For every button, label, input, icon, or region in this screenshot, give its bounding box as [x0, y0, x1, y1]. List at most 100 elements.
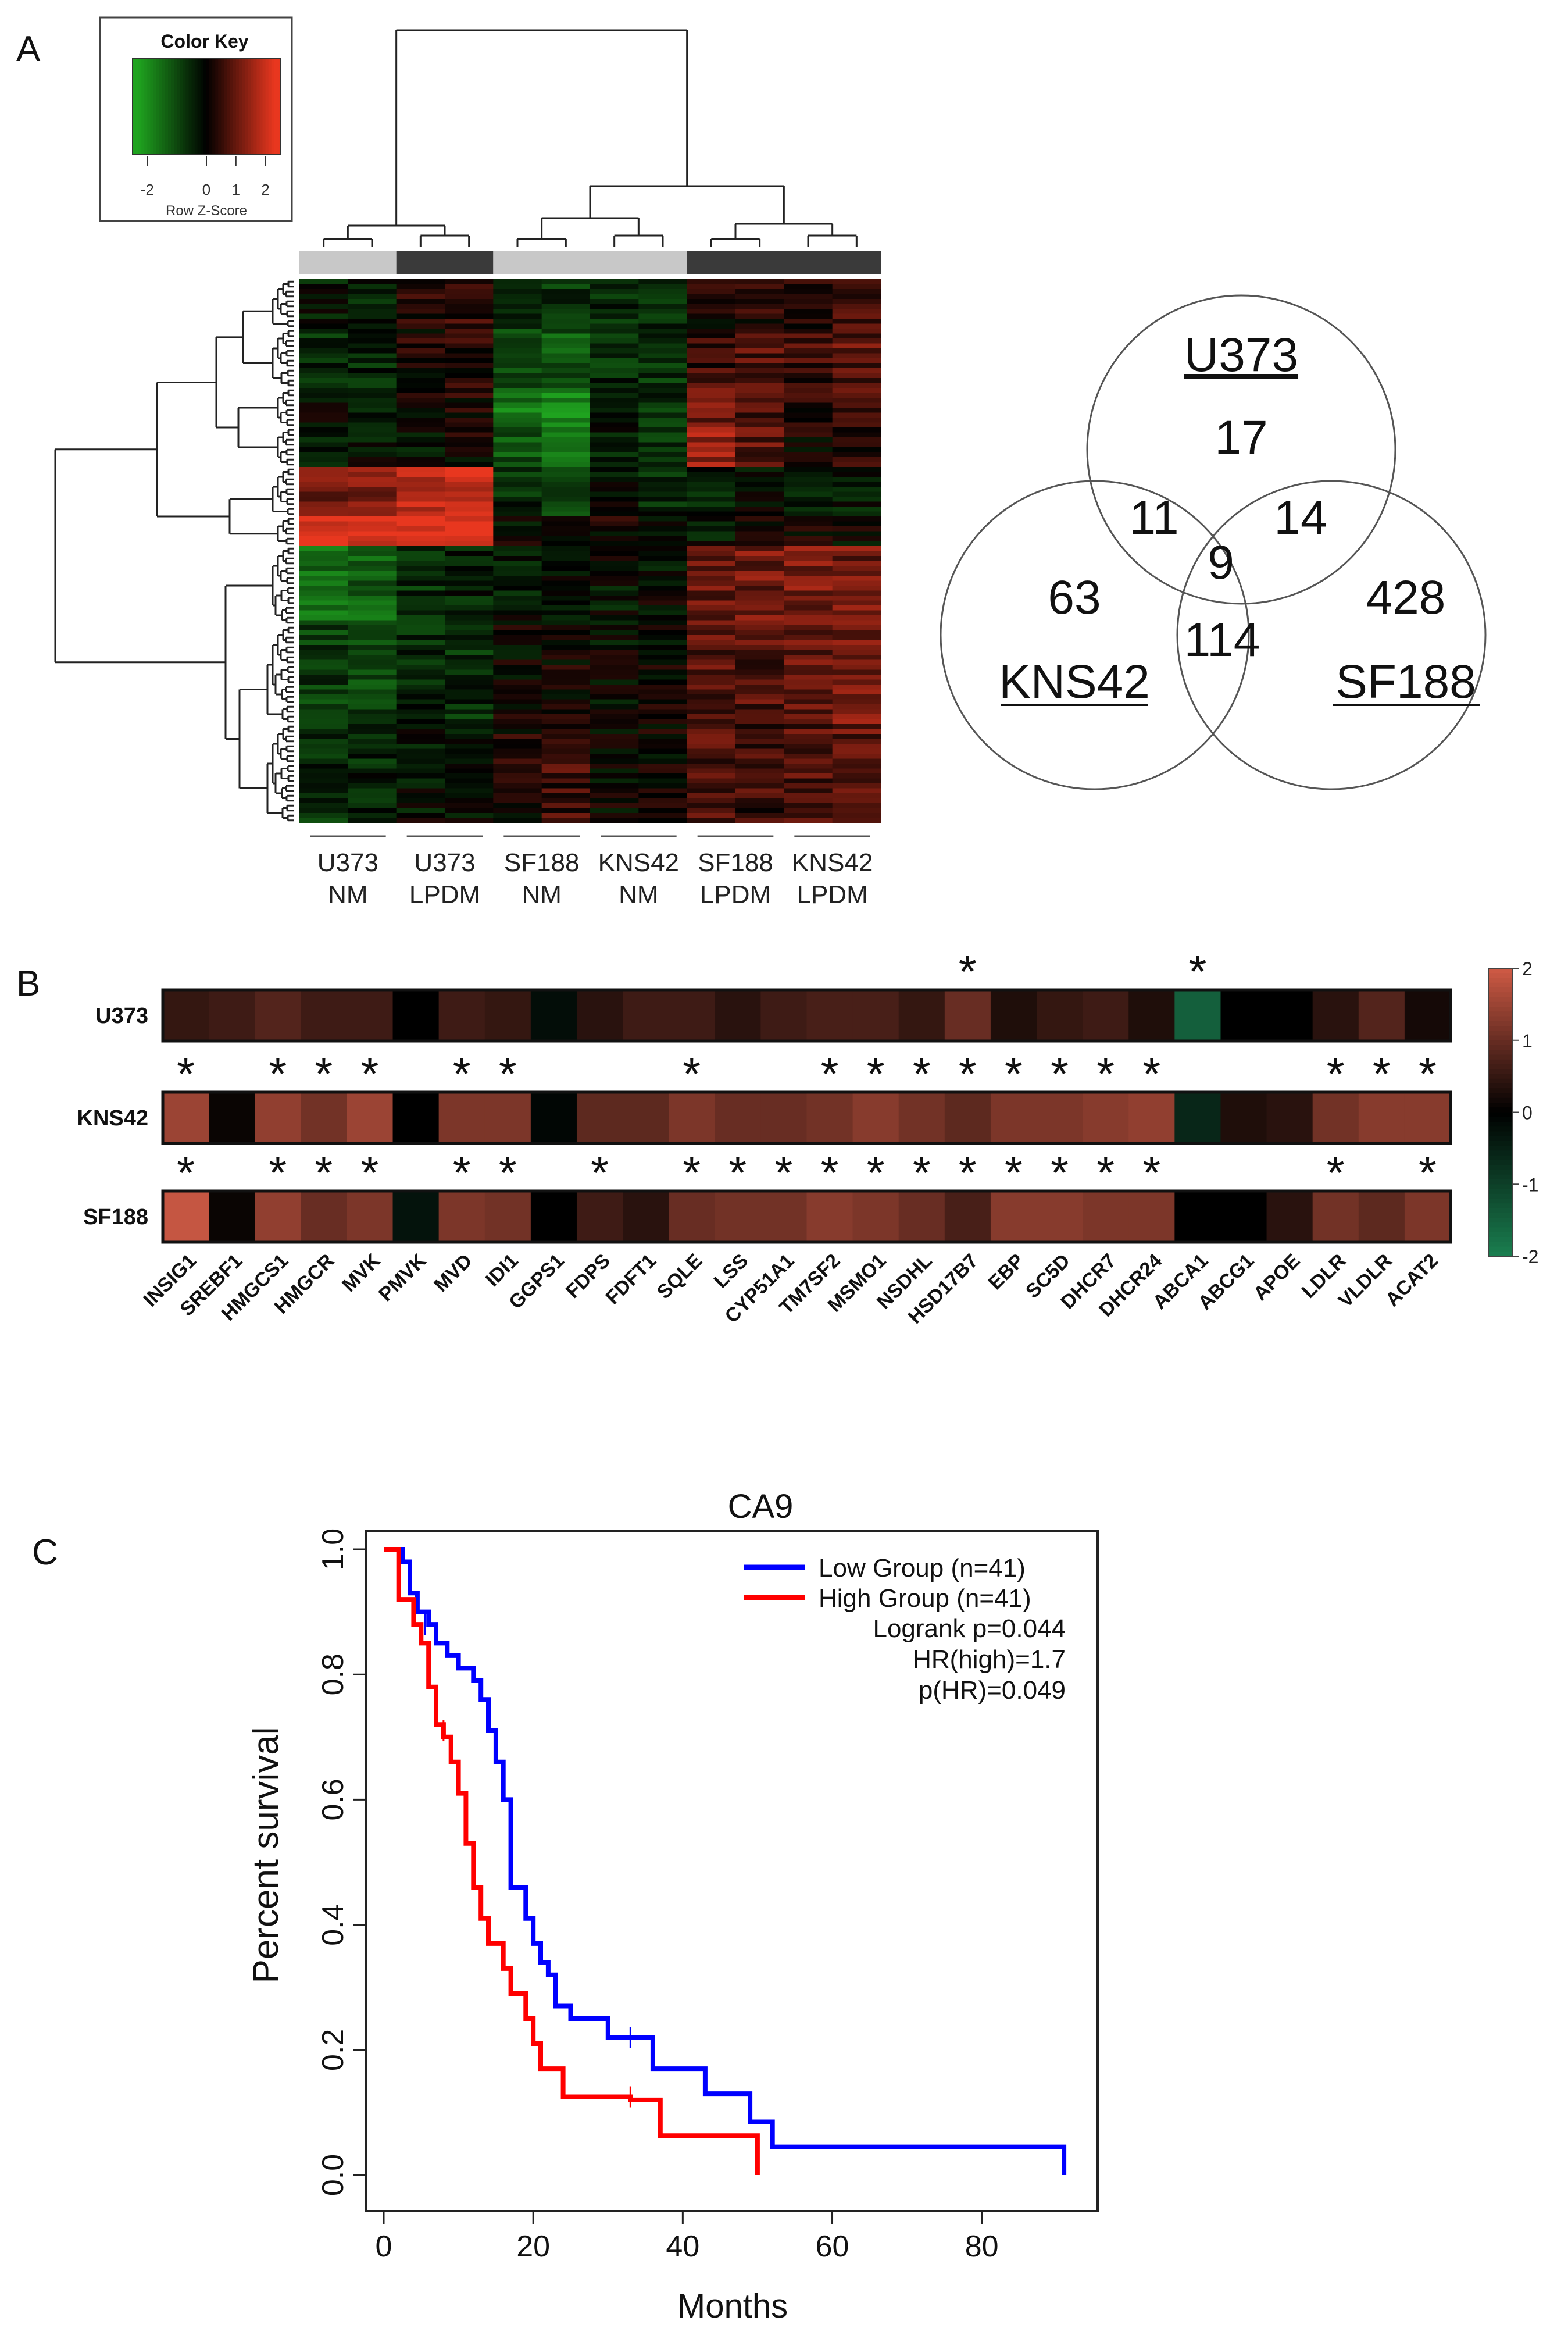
heatmap-cell	[784, 472, 833, 477]
heatmap-cell	[493, 724, 542, 730]
heatmap-cell	[445, 432, 494, 438]
heatmap-cell	[832, 808, 881, 814]
heatmap-column-groups: U373NMU373LPDMSF188NMKNS42NMSF188LPDMKNS…	[310, 835, 873, 909]
heatmap-cell	[299, 309, 348, 315]
expression-cell	[760, 1092, 808, 1143]
heatmap-cell	[590, 511, 639, 517]
heatmap-cell	[832, 531, 881, 537]
heatmap-cell	[541, 764, 591, 769]
heatmap-cell	[299, 348, 348, 354]
heatmap-cell	[638, 452, 688, 458]
heatmap-cell	[687, 586, 736, 591]
heatmap-cell	[735, 655, 784, 661]
heatmap-cell	[832, 620, 881, 626]
y-tick-label: 0.8	[316, 1653, 350, 1695]
heatmap-cell	[396, 477, 445, 483]
heatmap-cell	[396, 714, 445, 720]
heatmap-cell	[638, 299, 688, 305]
expression-cell	[1266, 990, 1313, 1041]
heatmap-cell	[687, 724, 736, 730]
heatmap-cell	[445, 758, 494, 764]
heatmap-cell	[735, 393, 784, 398]
heatmap-cell	[590, 309, 639, 315]
significance-star: *	[820, 1147, 838, 1199]
heatmap-cell	[638, 279, 688, 285]
heatmap-cell	[299, 699, 348, 705]
heatmap-cell	[541, 630, 591, 636]
heatmap-cell	[735, 437, 784, 443]
heatmap-cell	[784, 793, 833, 799]
heatmap-cell	[735, 793, 784, 799]
heatmap-cell	[735, 689, 784, 695]
heatmap-cell	[784, 279, 833, 285]
heatmap-cell	[541, 596, 591, 601]
heatmap-cell	[541, 343, 591, 349]
expression-cell	[669, 1191, 715, 1242]
heatmap-cell	[784, 724, 833, 730]
heatmap-cell	[638, 294, 688, 300]
heatmap-cell	[348, 368, 397, 374]
heatmap-cell	[541, 338, 591, 344]
heatmap-cell	[493, 679, 542, 685]
heatmap-cell	[735, 388, 784, 394]
heatmap-cell	[445, 487, 494, 493]
color-key-step	[248, 58, 251, 154]
heatmap-cell	[638, 358, 688, 364]
column-group-sublabel: LPDM	[797, 880, 868, 909]
column-group-bar	[590, 251, 687, 274]
heatmap-cell	[735, 418, 784, 423]
heatmap-cell	[687, 665, 736, 671]
heatmap-cell	[299, 586, 348, 591]
heatmap-cell	[348, 511, 397, 517]
heatmap-cell	[784, 773, 833, 779]
heatmap-cell	[735, 576, 784, 582]
heatmap-cell	[784, 744, 833, 750]
heatmap-cell	[348, 402, 397, 408]
heatmap-cell	[299, 319, 348, 325]
heatmap-cell	[541, 798, 591, 804]
heatmap-cell	[445, 576, 494, 582]
heatmap-cell	[445, 685, 494, 690]
significance-star: *	[315, 1048, 333, 1100]
survival-xlabel: Months	[677, 2287, 788, 2325]
heatmap-cell	[396, 719, 445, 725]
heatmap-cell	[735, 586, 784, 591]
heatmap-cell	[638, 556, 688, 562]
color-key-step	[206, 58, 210, 154]
heatmap-cell	[590, 378, 639, 384]
heatmap-cell	[493, 343, 542, 349]
heatmap-cell	[493, 304, 542, 309]
heatmap-cell	[784, 422, 833, 428]
legend-step	[1488, 973, 1513, 979]
heatmap-cell	[638, 462, 688, 468]
heatmap-cell	[348, 472, 397, 477]
heatmap-cell	[784, 427, 833, 433]
heatmap-cell	[590, 422, 639, 428]
significance-star: *	[360, 1048, 378, 1100]
heatmap-cell	[396, 764, 445, 769]
heatmap-cell	[687, 521, 736, 527]
heatmap-cell	[541, 462, 591, 468]
heatmap-cell	[638, 422, 688, 428]
column-group-sublabel: NM	[328, 880, 367, 909]
heatmap-cell	[445, 373, 494, 379]
heatmap-cell	[493, 422, 542, 428]
color-key-step	[162, 58, 166, 154]
heatmap-cell	[493, 754, 542, 760]
heatmap-cell	[541, 284, 591, 290]
heatmap-cell	[638, 412, 688, 418]
heatmap-cell	[735, 363, 784, 369]
expression-cell	[1037, 990, 1083, 1041]
heatmap-cell	[784, 645, 833, 651]
color-key-step	[185, 58, 190, 154]
heatmap-cell	[638, 734, 688, 740]
significance-star: *	[683, 1048, 701, 1100]
heatmap-cell	[299, 610, 348, 616]
heatmap-cell	[396, 521, 445, 527]
heatmap-cell	[832, 561, 881, 566]
heatmap-cell	[687, 294, 736, 300]
heatmap-cell	[493, 536, 542, 542]
heatmap-cell	[299, 526, 348, 532]
heatmap-cell	[590, 348, 639, 354]
heatmap-cell	[735, 383, 784, 388]
